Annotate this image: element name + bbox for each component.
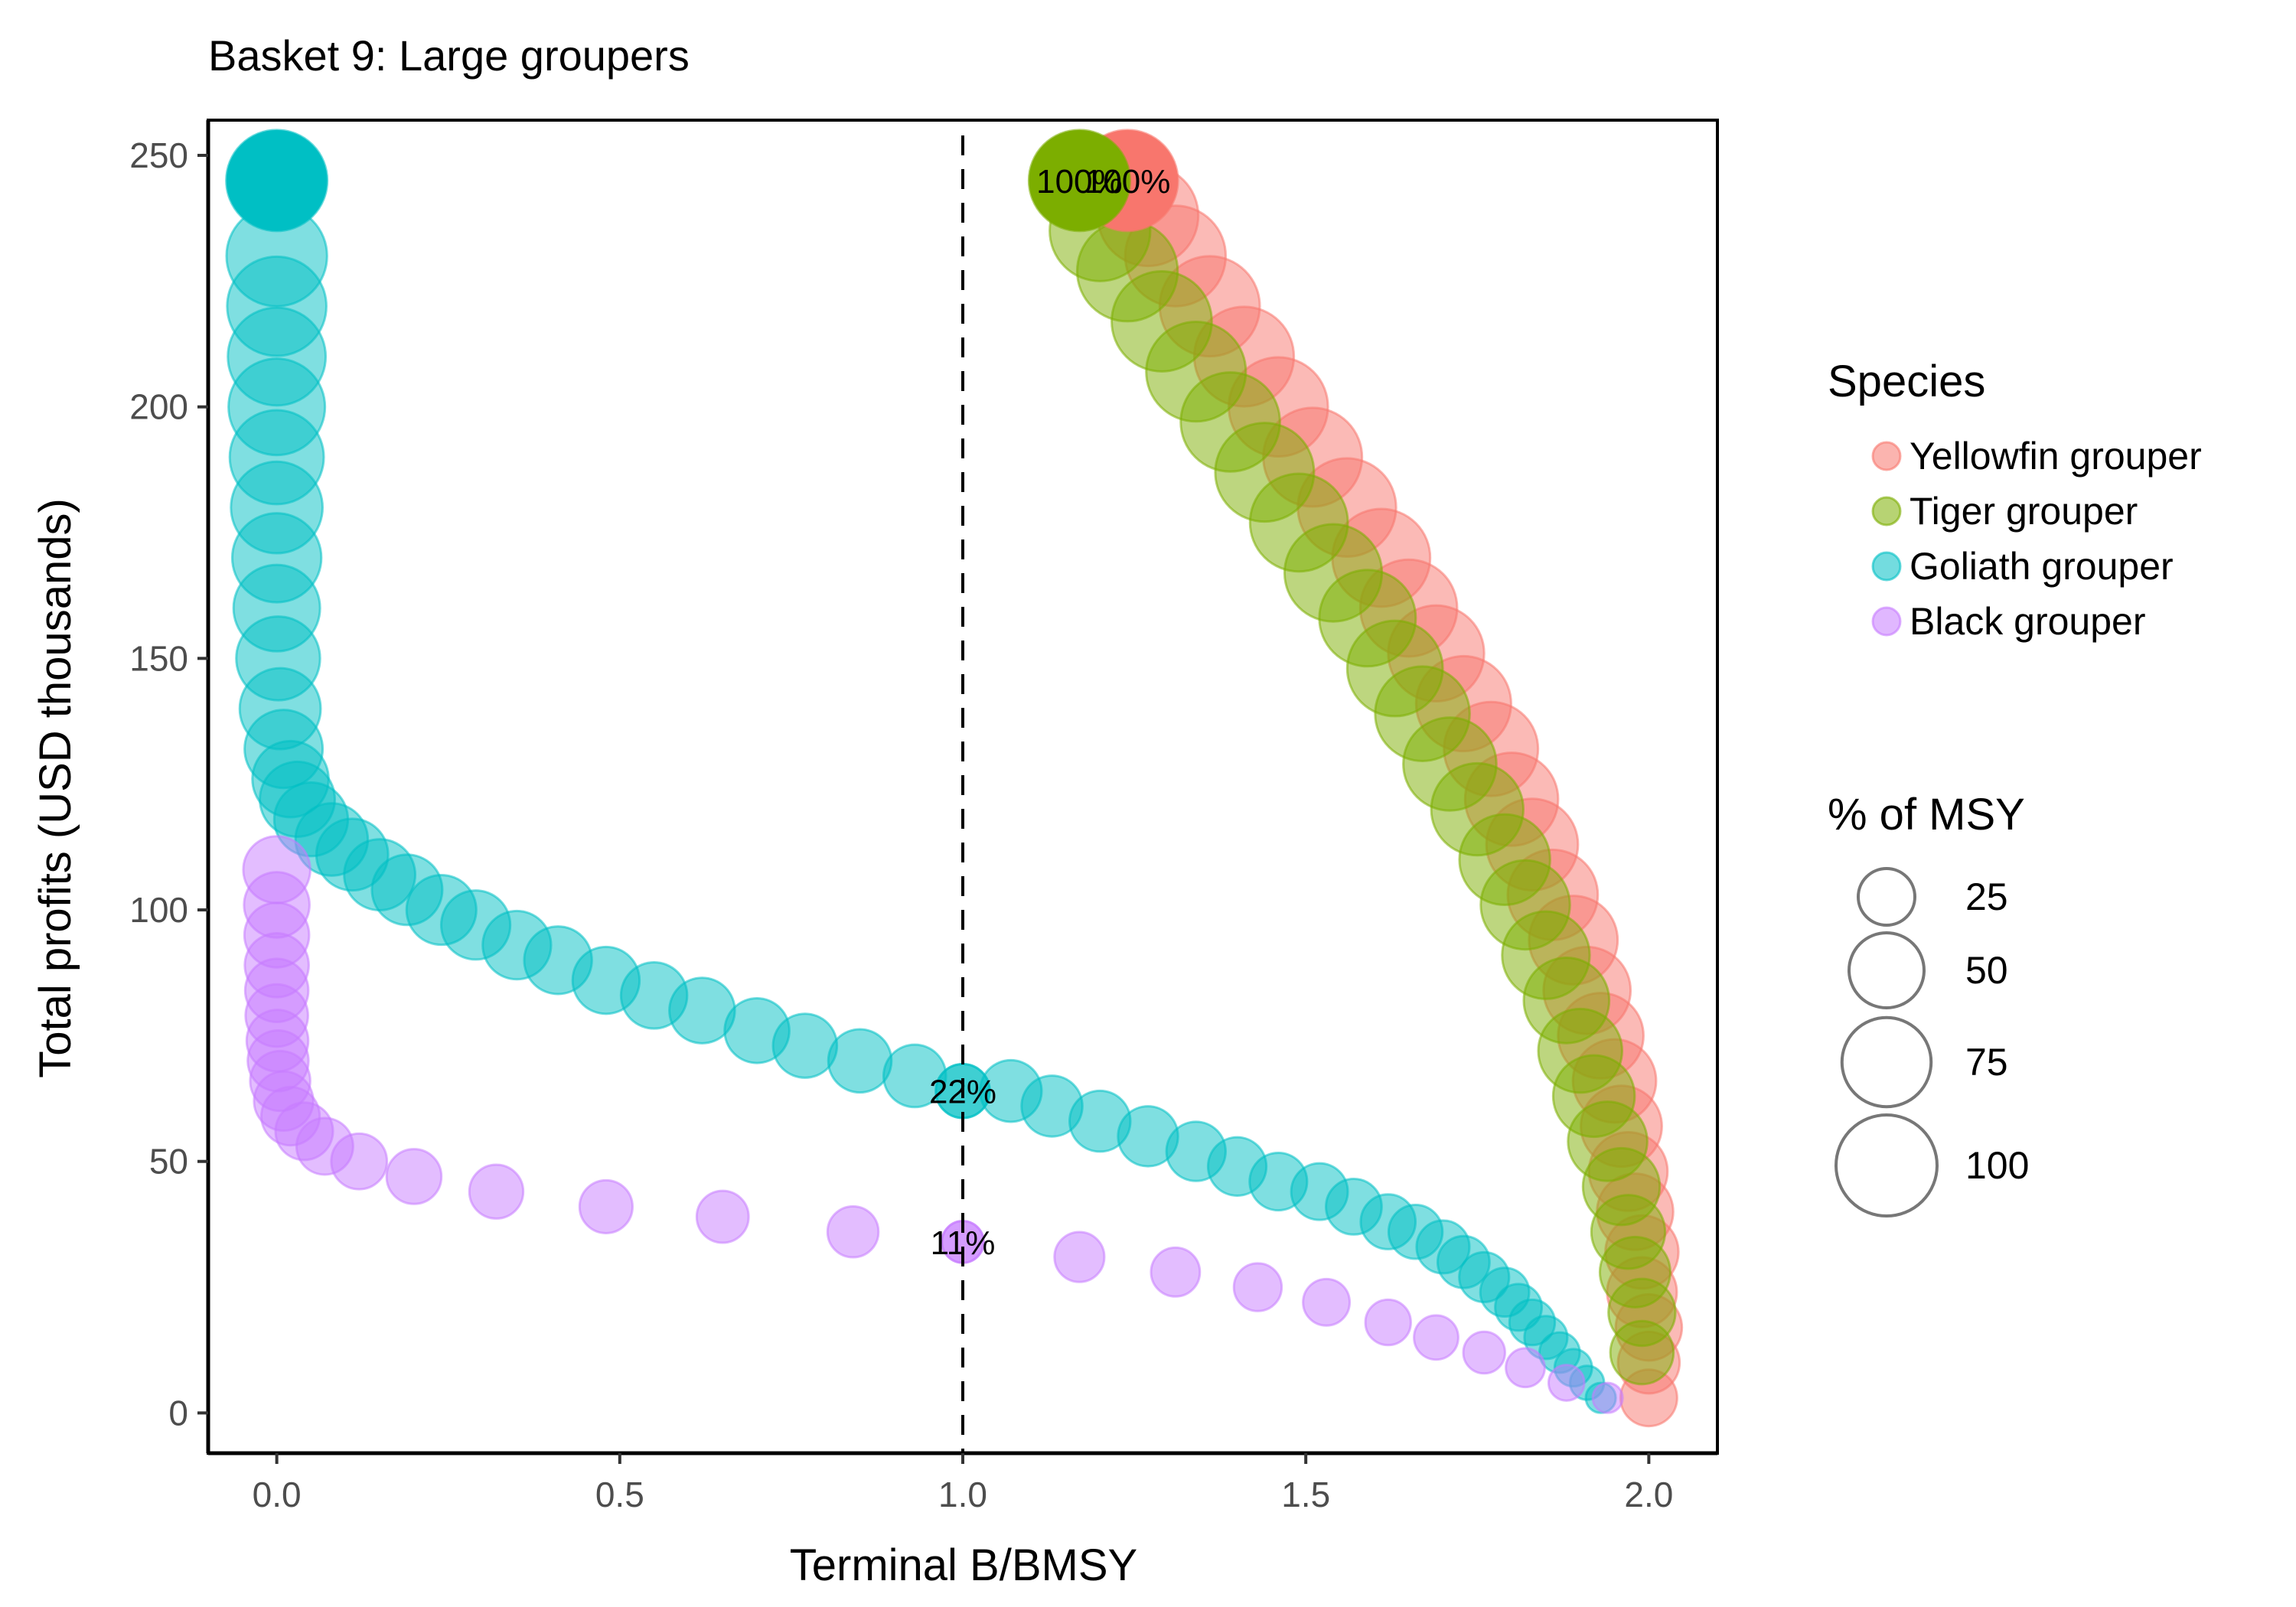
y-tick-label: 0 [168,1393,188,1433]
point-black-grouper [1302,1277,1352,1327]
point-black-grouper [1150,1246,1202,1298]
x-tick-label: 0.0 [253,1475,302,1514]
size-legend: 25 50 75 100 [1835,867,2029,1217]
data-label: 100% [1036,163,1123,200]
point-black-grouper [1547,1364,1586,1402]
point-black-grouper [1591,1381,1624,1414]
size-legend-key [1840,1015,1933,1109]
size-legend-label: 75 [1965,1041,2008,1084]
x-tick-label: 2.0 [1624,1475,1673,1514]
point-black-grouper [242,835,311,905]
y-tick-label: 50 [149,1142,188,1182]
point-black-grouper [468,1163,525,1220]
data-label: 100% [1084,163,1171,200]
y-tick-label: 200 [129,387,188,427]
x-tick-label: 0.5 [595,1475,644,1514]
point-black-grouper [1505,1347,1546,1389]
x-tick-label: 1.5 [1281,1475,1330,1514]
point-black-grouper [1364,1298,1412,1347]
legend-label-tiger-grouper: Tiger grouper [1910,490,2138,533]
size-legend-key [1857,867,1916,927]
point-black-grouper [385,1148,443,1205]
legend-label-goliath-grouper: Goliath grouper [1910,545,2174,588]
point-black-grouper [578,1178,634,1234]
y-axis-ticks: 0 50 100 150 200 250 [129,135,208,1433]
y-tick-label: 250 [129,135,188,175]
legend-key-black-grouper [1871,606,1902,637]
legend-key-yellowfin-grouper [1871,441,1902,471]
color-legend-title: Species [1828,357,1985,406]
y-tick-label: 150 [129,638,188,678]
legend-key-tiger-grouper [1871,496,1902,526]
size-legend-label: 100 [1965,1144,2029,1187]
series-black-grouper [242,835,1624,1414]
point-black-grouper [1413,1314,1459,1361]
x-axis-ticks: 0.0 0.5 1.0 1.5 2.0 [253,1453,1673,1514]
point-black-grouper [1053,1231,1106,1283]
highlight-point-goliath-grouper [225,129,329,233]
chart-title: Basket 9: Large groupers [208,31,690,80]
size-legend-title: % of MSY [1828,790,2025,839]
data-label: 11% [931,1224,996,1262]
y-tick-label: 100 [129,890,188,930]
point-black-grouper [1462,1330,1506,1375]
point-black-grouper [695,1189,750,1244]
legend-key-goliath-grouper [1871,551,1902,582]
point-goliath-grouper [827,1028,893,1094]
size-legend-label: 25 [1965,875,2008,918]
data-points [225,129,1684,1428]
data-labels: 100%100% 22% 11% [929,163,1170,1262]
x-axis-title: Terminal B/BMSY [790,1540,1137,1590]
size-legend-key [1835,1113,1939,1217]
legend-label-yellowfin-grouper: Yellowfin grouper [1910,435,2202,478]
legend-label-black-grouper: Black grouper [1910,600,2146,643]
point-black-grouper [1232,1262,1283,1312]
size-legend-key [1847,931,1926,1010]
data-label: 22% [929,1074,996,1111]
point-black-grouper [826,1204,880,1259]
size-legend-label: 50 [1965,949,2008,992]
x-tick-label: 1.0 [938,1475,987,1514]
series-tiger-grouper [1049,179,1677,1386]
series-goliath-grouper [225,204,1617,1414]
y-axis-title: Total profits (USD thousands) [31,498,80,1078]
highlight-point-tiger-grouper [1027,129,1131,233]
color-legend: Yellowfin grouper Tiger grouper Goliath gr… [1871,435,2202,643]
